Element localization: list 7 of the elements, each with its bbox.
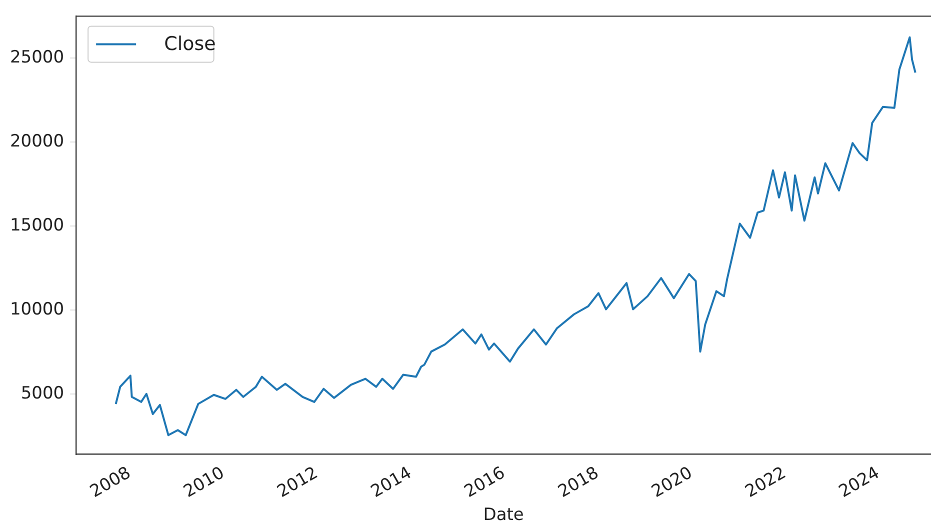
y-tick-label: 20000 [10,132,64,152]
legend-label: Close [164,33,216,56]
y-tick-label: 10000 [10,299,64,320]
y-tick-label: 25000 [10,48,64,68]
y-tick-label: 15000 [10,215,64,236]
x-axis-title: Date [483,505,524,526]
y-tick-label: 5000 [20,383,64,404]
